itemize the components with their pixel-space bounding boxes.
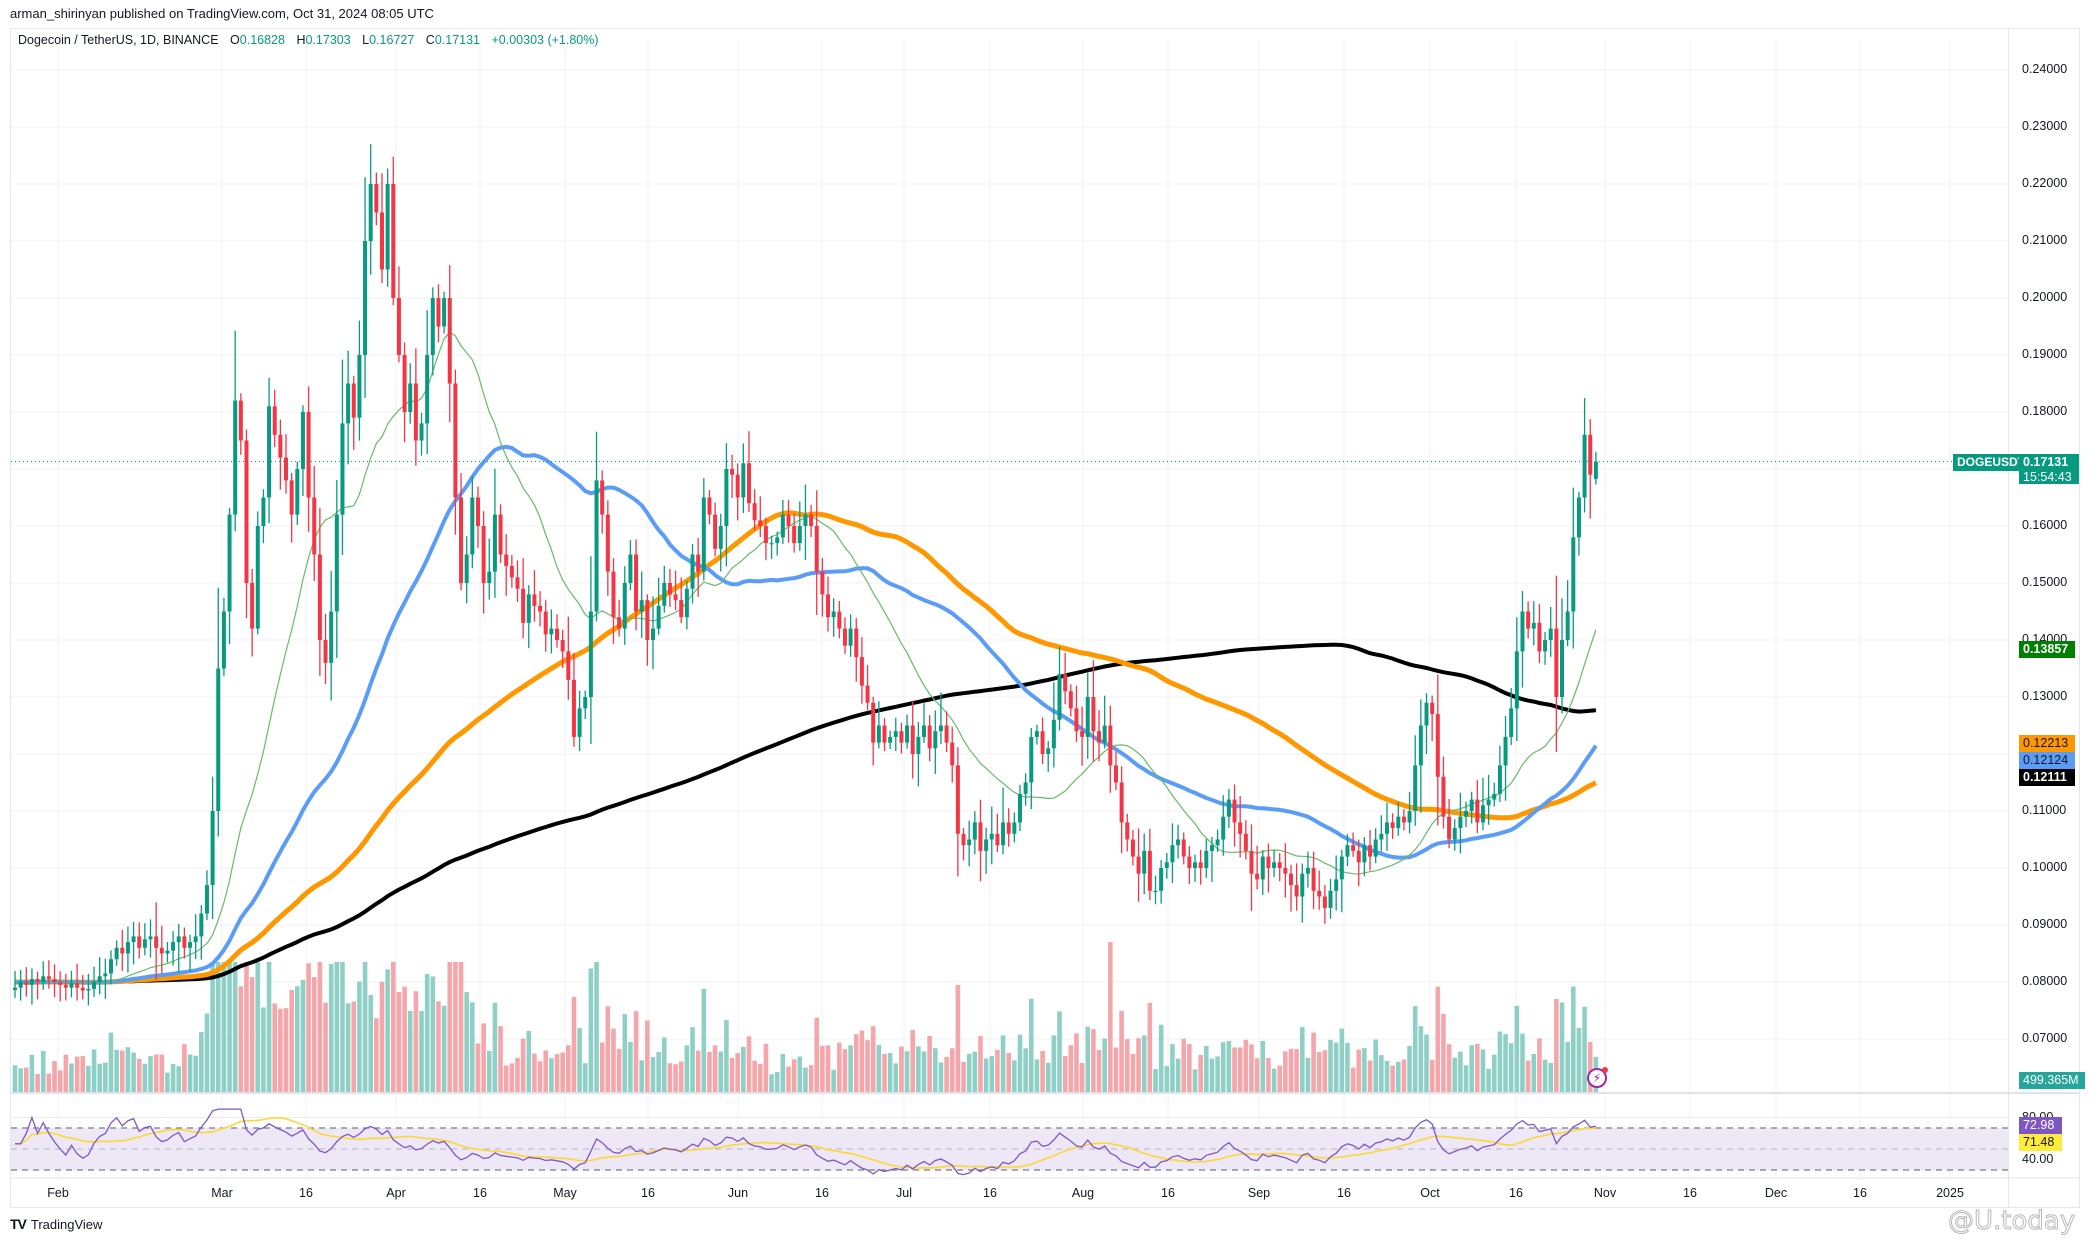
rsi-value-tag: 72.98 <box>2019 1117 2062 1134</box>
ma20-tag: 0.13857 <box>2019 641 2075 658</box>
price-axis-label: 0.19000 <box>2022 347 2068 361</box>
time-axis-label: 2025 <box>1936 1186 1964 1200</box>
tradingview-logo-icon: TV <box>10 1216 27 1232</box>
time-axis-label: 16 <box>983 1186 997 1200</box>
time-axis-label: Aug <box>1071 1186 1095 1200</box>
time-axis-label: Feb <box>47 1186 69 1200</box>
low-value: 0.16727 <box>369 33 415 47</box>
time-axis-label: Sep <box>1247 1186 1271 1200</box>
last-price-tag: 0.17131 15:54:43 <box>2019 454 2079 484</box>
time-axis-label: 16 <box>641 1186 655 1200</box>
price-axis-label: 0.22000 <box>2022 176 2068 190</box>
time-axis-label: 16 <box>299 1186 313 1200</box>
volume-tag: 499.365M <box>2019 1072 2085 1089</box>
chart-legend: Dogecoin / TetherUS, 1D, BINANCE O0.1682… <box>18 33 599 47</box>
time-axis-label: 16 <box>1161 1186 1175 1200</box>
tradingview-brand: TradingView <box>30 1216 103 1232</box>
price-axis-label: 0.24000 <box>2022 62 2068 76</box>
high-value: 0.17303 <box>305 33 351 47</box>
time-axis-label: Nov <box>1593 1186 1617 1200</box>
time-axis-label: 16 <box>815 1186 829 1200</box>
publisher-line: arman_shirinyan published on TradingView… <box>10 6 434 21</box>
change-value: +0.00303 (+1.80%) <box>491 33 599 47</box>
price-axis-label: 0.15000 <box>2022 575 2068 589</box>
notification-dot <box>1602 1067 1608 1073</box>
price-axis-label: 0.07000 <box>2022 1031 2068 1045</box>
time-axis-label: Jul <box>896 1186 912 1200</box>
price-axis-label: 0.20000 <box>2022 290 2068 304</box>
price-axis-label: 0.11000 <box>2022 803 2067 817</box>
price-axis-label: 0.16000 <box>2022 518 2068 532</box>
rsi-40-label: 40.00 <box>2022 1152 2054 1166</box>
close-value: 0.17131 <box>434 33 480 47</box>
price-axis-label: 0.21000 <box>2022 233 2068 247</box>
price-axis-label: 0.08000 <box>2022 974 2068 988</box>
footer-brand: TV TradingView <box>10 1216 102 1232</box>
symbol-title[interactable]: Dogecoin / TetherUS, 1D, BINANCE <box>18 33 219 47</box>
ma200-tag: 0.12111 <box>2019 769 2075 786</box>
time-axis-label: 16 <box>1853 1186 1867 1200</box>
time-axis-label: 16 <box>1337 1186 1351 1200</box>
time-axis-label: Mar <box>211 1186 233 1200</box>
chart-frame <box>10 28 2080 1208</box>
lightning-icon[interactable]: ⚡ <box>1587 1067 1608 1088</box>
time-axis-label: May <box>553 1186 577 1200</box>
time-axis-label: 16 <box>473 1186 487 1200</box>
watermark: @U.today <box>1947 1206 2076 1237</box>
price-axis-label: 0.10000 <box>2022 860 2068 874</box>
price-axis-label: 0.23000 <box>2022 119 2068 133</box>
time-axis-label: Jun <box>727 1186 749 1200</box>
price-axis-separator <box>2008 28 2009 1208</box>
time-axis-label: 16 <box>1509 1186 1523 1200</box>
ma50-line <box>15 444 1598 985</box>
ma100-tag: 0.12213 <box>2019 735 2075 752</box>
ma50-tag: 0.12124 <box>2019 752 2075 769</box>
time-axis-label: 16 <box>1683 1186 1697 1200</box>
symbol-tag: DOGEUSDT <box>1953 454 2030 471</box>
price-axis-label: 0.13000 <box>2022 689 2068 703</box>
time-axis-label: Oct <box>1420 1186 1440 1200</box>
bar-countdown: 15:54:43 <box>2023 470 2072 484</box>
ma200-line <box>15 642 1597 985</box>
price-axis-label: 0.18000 <box>2022 404 2068 418</box>
price-axis-label: 0.09000 <box>2022 917 2068 931</box>
rsi-line <box>15 1108 1597 1176</box>
open-value: 0.16828 <box>239 33 285 47</box>
time-axis-label: Dec <box>1764 1186 1788 1200</box>
time-axis-label: Apr <box>386 1186 406 1200</box>
rsi-ma-tag: 71.48 <box>2019 1134 2062 1151</box>
